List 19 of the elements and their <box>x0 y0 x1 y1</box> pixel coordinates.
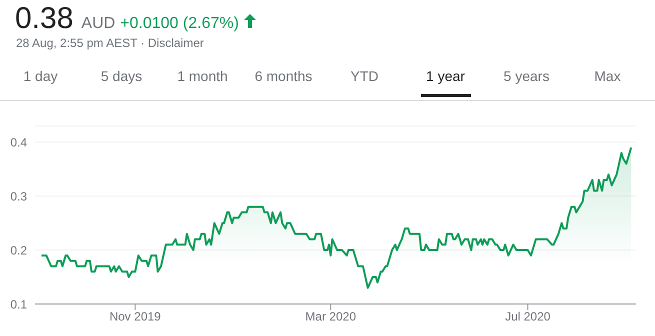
text: 5 days <box>100 68 144 84</box>
y-tick-label: 0.3 <box>10 189 28 204</box>
text: 6 months <box>254 68 314 84</box>
text: Max <box>593 68 622 84</box>
x-tick-label: Nov 2019 <box>109 310 162 324</box>
text: YTD <box>350 68 380 84</box>
y-tick-label: 0.4 <box>10 135 28 150</box>
x-tick-label: Mar 2020 <box>305 310 356 324</box>
text: +0.0100 (2.67%) <box>120 15 239 33</box>
text: 5 years <box>502 68 550 84</box>
chart-subtitle: 28 Aug, 2:55 pm AEST · Disclaimer <box>16 36 204 50</box>
y-tick-label: 0.1 <box>10 297 28 312</box>
text: AUD <box>81 15 116 33</box>
text: 1 month <box>176 68 229 84</box>
chart-title: 0.38 <box>15 2 74 36</box>
y-tick-label: 0.2 <box>10 243 28 258</box>
text: 1 day <box>22 68 59 84</box>
text: 1 year <box>425 68 466 86</box>
x-tick-label: Jul 2020 <box>505 310 551 324</box>
